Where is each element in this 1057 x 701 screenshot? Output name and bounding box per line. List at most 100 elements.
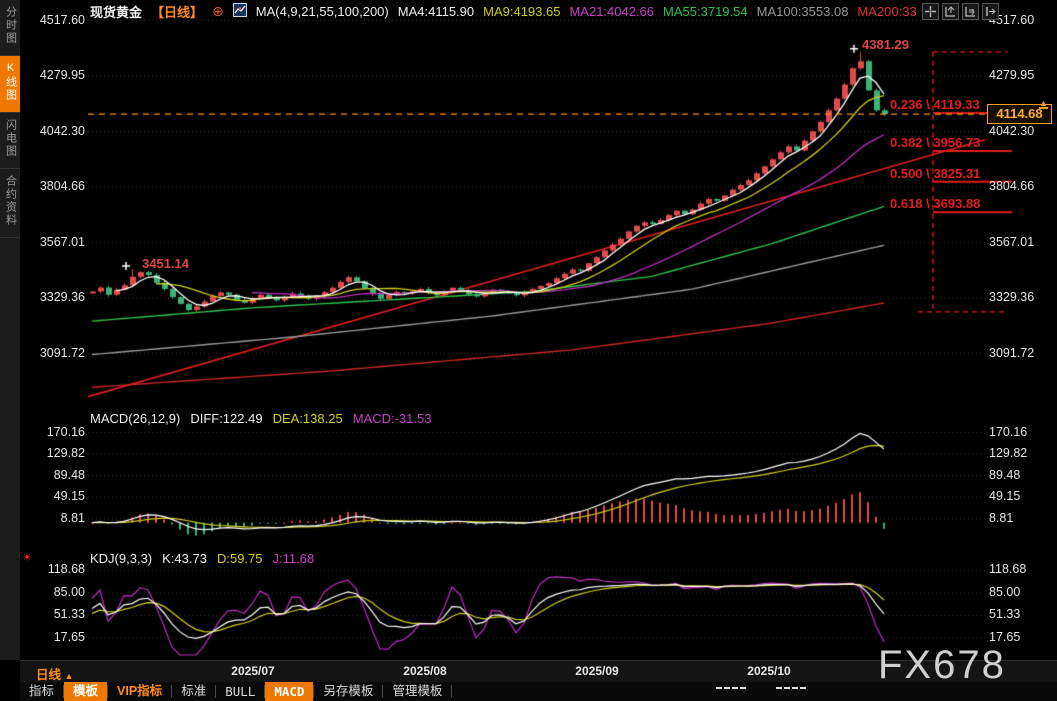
price-axis-label: 4517.60 (989, 13, 1035, 27)
macd-axis-label: 170.16 (46, 425, 85, 439)
price-axis-label: 3567.01 (989, 235, 1035, 249)
macd-value: MACD:-31.53 (352, 411, 432, 426)
fib-value: 3956.73 (933, 135, 981, 150)
ma55-value: MA55:3719.54 (663, 3, 748, 19)
toolbar-separator (171, 685, 173, 698)
toolbar-item-standard[interactable]: 标准 (181, 684, 207, 698)
kdj-axis-label: 85.00 (53, 585, 85, 599)
toolbar-item-indicators[interactable]: 指标 (29, 684, 55, 698)
sidebar-tab-label: K线图 (4, 62, 17, 102)
kdj-j-value: J:11.68 (272, 551, 315, 566)
toolbar-item-templates[interactable]: 模板 (64, 682, 108, 701)
ma-group-label: MA(4,9,21,55,100,200) (255, 3, 389, 19)
price-axis-label: 3091.72 (989, 346, 1035, 360)
macd-legend: MACD(26,12,9) DIFF:122.49 DEA:138.25 MAC… (90, 411, 431, 426)
fib-ratio: 0.382 (890, 135, 923, 150)
toolbar-separator (451, 685, 453, 698)
toolbar-item-manage-templates[interactable]: 管理模板 (392, 684, 443, 698)
peak-price-annotation: 4381.29 (862, 37, 909, 52)
macd-axis-label: 49.15 (989, 489, 1021, 503)
x-axis-row: 日线 ▲ 2025/07 2025/08 2025/09 2025/10 (20, 660, 1057, 683)
fib-value: 4119.33 (933, 97, 980, 112)
price-axis-label: 4279.95 (39, 68, 85, 82)
price-axis-label: 4042.30 (989, 124, 1035, 138)
toolbar-item-macd[interactable]: MACD (265, 682, 314, 701)
kdj-settings-icon[interactable]: ☀ (22, 552, 32, 564)
macd-dea-value: DEA:138.25 (272, 411, 343, 426)
axis-scale-right-icon[interactable] (962, 3, 979, 20)
macd-axis-label: 49.15 (53, 489, 85, 503)
fib-ratio: 0.618 (890, 196, 923, 211)
sidebar: 分时图 K线图 闪电图 合约资料 (0, 0, 20, 660)
chart-legend: 现货黄金 【日线】 ⊕ MA(4,9,21,55,100,200) MA4:41… (90, 2, 917, 20)
toolbar-separator (63, 685, 65, 698)
ma200-value: MA200:33 (857, 3, 917, 19)
pan-right-icon[interactable] (982, 3, 999, 20)
x-axis-date: 2025/08 (403, 664, 447, 678)
sidebar-tab-timeline[interactable]: 分时图 (0, 0, 20, 56)
fib-level: 0.500 \ 3825.31 (890, 166, 980, 181)
kdj-axis-label: 17.65 (53, 630, 85, 644)
macd-axis-label: 89.48 (53, 468, 85, 482)
fib-level: 0.236 \ 4119.33 (890, 97, 980, 112)
fib-separator: \ (926, 97, 930, 112)
kdj-axis-label: 51.33 (53, 607, 85, 621)
macd-params: MACD(26,12,9) (90, 411, 181, 426)
kdj-params: KDJ(9,3,3) (90, 551, 153, 566)
price-axis-label: 3329.36 (989, 290, 1035, 304)
crosshair-icon[interactable] (922, 3, 939, 20)
fib-ratio: 0.236 (890, 97, 923, 112)
fib-separator: \ (926, 135, 930, 150)
sidebar-tab-contract-info[interactable]: 合约资料 (0, 169, 20, 238)
price-axis-label: 3567.01 (39, 235, 85, 249)
x-axis-date: 2025/10 (747, 664, 791, 678)
symbol-name: 现货黄金 (90, 4, 143, 20)
x-axis-date: 2025/09 (575, 664, 619, 678)
bottom-toolbar: 指标 模板 VIP指标 标准 BULL MACD 另存模板 管理模板 (20, 682, 1057, 701)
dash-mark (716, 687, 746, 689)
ma4-value: MA4:4115.90 (397, 3, 475, 19)
period-label: 日线 (36, 668, 62, 682)
period-selector[interactable]: 日线 ▲ (36, 664, 73, 683)
toolbar-item-bull[interactable]: BULL (225, 684, 256, 699)
toolbar-item-save-template[interactable]: 另存模板 (323, 684, 374, 698)
kdj-k-value: K:43.73 (162, 551, 207, 566)
macd-axis-label: 8.81 (60, 511, 85, 525)
macd-axis-label: 129.82 (989, 446, 1028, 460)
up-arrow-icon: ▲ (1039, 98, 1048, 108)
kdj-d-value: D:59.75 (216, 551, 263, 566)
x-axis-date: 2025/07 (231, 664, 275, 678)
toolbar-item-vip-indicators[interactable]: VIP指标 (117, 684, 163, 698)
sidebar-tab-label: 分时图 (4, 6, 17, 45)
sidebar-tab-label: 闪电图 (4, 119, 17, 158)
dash-mark (776, 687, 806, 689)
kdj-axis-label: 51.33 (989, 607, 1021, 621)
toolbar-separator (264, 685, 266, 698)
macd-diff-value: DIFF:122.49 (190, 411, 263, 426)
fib-ratio: 0.500 (890, 166, 923, 181)
kdj-axis-label: 118.68 (47, 562, 85, 576)
sidebar-tab-lightning[interactable]: 闪电图 (0, 113, 20, 169)
fib-level: 0.382 \ 3956.73 (890, 135, 980, 150)
price-axis-label: 3804.66 (39, 179, 85, 193)
price-axis-label: 4517.60 (39, 13, 85, 27)
sidebar-tab-label: 合约资料 (4, 175, 17, 227)
chart-toolbar (922, 3, 999, 20)
toolbar-separator (382, 685, 384, 698)
axis-scale-left-icon[interactable] (942, 3, 959, 20)
current-price-badge: 4114.68 (987, 104, 1052, 124)
price-axis-label: 3329.36 (39, 290, 85, 304)
fib-separator: \ (926, 166, 930, 181)
mini-chart-icon[interactable] (232, 2, 247, 20)
fib-level: 0.618 \ 3693.88 (890, 196, 980, 211)
period-badge: 【日线】 (151, 4, 204, 20)
early-peak-annotation: 3451.14 (142, 256, 189, 271)
sidebar-tab-kline[interactable]: K线图 (0, 56, 20, 113)
fib-separator: \ (926, 196, 930, 211)
toolbar-separator (107, 685, 109, 698)
kdj-axis-label: 17.65 (989, 630, 1021, 644)
toolbar-separator (215, 685, 217, 698)
kdj-axis-label: 118.68 (989, 562, 1027, 576)
add-indicator-icon[interactable]: ⊕ (212, 3, 224, 19)
